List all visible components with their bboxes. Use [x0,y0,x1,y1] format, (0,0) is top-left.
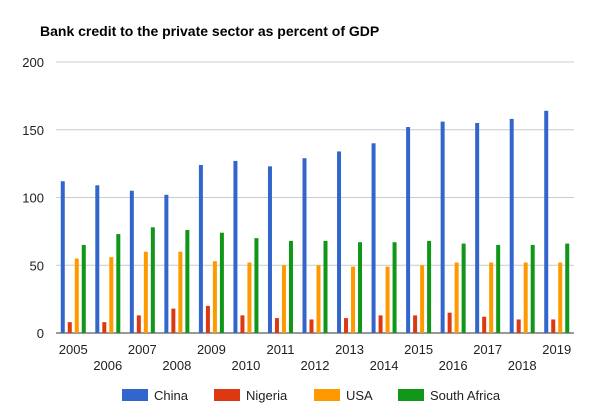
bar-nigeria-2019 [551,319,556,333]
y-tick-label: 200 [22,55,44,70]
bar-usa-2017 [489,262,494,333]
bar-usa-2015 [420,265,425,333]
bar-usa-2010 [247,262,252,333]
bar-usa-2005 [74,258,79,333]
bar-china-2016 [440,121,445,334]
y-tick-label: 0 [37,326,44,341]
legend-label: China [154,388,189,403]
bar-south-africa-2017 [496,244,501,333]
y-tick-label: 100 [22,191,44,206]
bar-nigeria-2018 [516,319,521,333]
x-tick-label: 2011 [266,342,294,357]
bar-usa-2013 [351,266,356,333]
bar-usa-2008 [178,251,183,333]
bar-south-africa-2005 [81,244,86,333]
bar-nigeria-2014 [378,315,383,333]
x-tick-label: 2013 [335,342,364,357]
legend-label: Nigeria [246,388,288,403]
y-tick-label: 150 [22,123,44,138]
bar-china-2006 [95,185,100,333]
bar-south-africa-2018 [530,244,535,333]
x-axis-ticks: 2005 2006 2007 2008 2009 2010 2011 2012 2013 2014… [59,342,571,373]
bar-china-2018 [509,118,514,333]
x-tick-label: 2012 [301,358,330,373]
bar-usa-2014 [385,266,390,333]
x-tick-label: 2008 [162,358,191,373]
y-tick-label: 50 [30,258,44,273]
bar-south-africa-2007 [150,227,155,333]
bar-china-2015 [406,127,411,333]
legend-swatch [314,389,340,401]
bar-nigeria-2010 [240,315,245,333]
bar-china-2013 [337,151,342,333]
bar-nigeria-2015 [413,315,418,333]
x-tick-label: 2009 [197,342,226,357]
bar-south-africa-2011 [288,240,293,333]
bar-china-2005 [60,181,65,333]
bar-china-2010 [233,160,238,333]
x-tick-label: 2007 [128,342,157,357]
x-tick-label: 2014 [370,358,399,373]
bar-south-africa-2014 [392,242,397,333]
x-tick-label: 2015 [404,342,433,357]
legend: China Nigeria USA South Africa [122,388,501,403]
legend-swatch [398,389,424,401]
bar-usa-2009 [212,261,217,333]
y-axis-ticks: 0 50 100 150 200 [22,55,44,341]
bar-south-africa-2019 [565,243,570,333]
legend-swatch [122,389,148,401]
bar-nigeria-2005 [67,322,72,333]
bar-nigeria-2006 [102,322,107,333]
bar-china-2008 [164,194,169,333]
bar-usa-2006 [109,257,114,333]
chart-title: Bank credit to the private sector as per… [40,23,379,39]
bar-usa-2011 [281,265,286,333]
bar-nigeria-2012 [309,319,314,333]
grid-lines [56,61,574,334]
bar-south-africa-2015 [427,240,432,333]
bar-usa-2007 [143,251,148,333]
bar-nigeria-2008 [171,308,176,333]
bar-nigeria-2017 [482,316,487,333]
bar-usa-2012 [316,265,321,333]
bar-south-africa-2016 [461,243,466,333]
bar-south-africa-2006 [116,234,121,333]
legend-label: South Africa [430,388,501,403]
bar-usa-2019 [558,262,563,333]
bars [60,110,570,334]
bar-south-africa-2008 [185,230,190,333]
bar-nigeria-2013 [344,318,349,333]
bar-usa-2016 [454,262,459,333]
x-tick-label: 2006 [93,358,122,373]
x-tick-label: 2019 [542,342,571,357]
bar-china-2019 [544,110,549,333]
bar-nigeria-2007 [136,315,141,333]
x-tick-label: 2017 [473,342,502,357]
bar-china-2012 [302,158,307,333]
bar-china-2007 [129,190,134,333]
bar-south-africa-2012 [323,240,328,333]
bar-china-2009 [198,164,203,333]
bar-nigeria-2009 [205,305,210,333]
bar-china-2011 [267,166,272,333]
legend-label: USA [346,388,373,403]
bar-south-africa-2010 [254,238,259,333]
bar-nigeria-2016 [447,312,452,333]
x-tick-label: 2016 [439,358,468,373]
bar-south-africa-2009 [219,232,224,333]
bar-nigeria-2011 [274,318,279,333]
x-tick-label: 2010 [231,358,260,373]
x-tick-label: 2018 [508,358,537,373]
bar-china-2017 [475,122,480,333]
bar-china-2014 [371,143,376,333]
bar-usa-2018 [523,262,528,333]
legend-swatch [214,389,240,401]
bar-south-africa-2013 [358,242,363,333]
x-tick-label: 2005 [59,342,88,357]
